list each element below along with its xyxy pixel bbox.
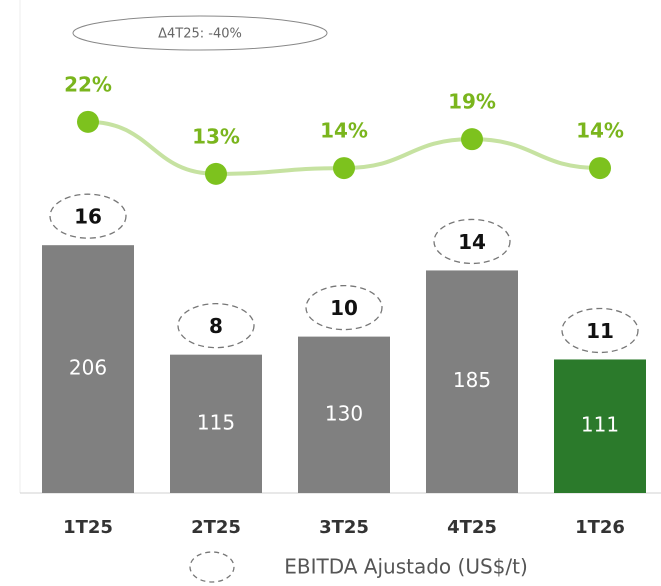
- x-tick-label: 1T26: [575, 517, 625, 538]
- x-tick-label: 2T25: [191, 517, 241, 538]
- line-marker: [205, 162, 227, 185]
- line-value-label: 14%: [576, 119, 624, 143]
- line-value-label: 14%: [320, 119, 368, 143]
- legend-symbol: [189, 551, 235, 583]
- bar-value-label: 115: [197, 410, 235, 434]
- bar: [42, 245, 134, 493]
- ebitda-label: 16: [74, 205, 102, 229]
- bar: [298, 336, 390, 493]
- ebitda-circle: [561, 307, 639, 354]
- line-value-label: 13%: [192, 124, 240, 148]
- ebitda-label: 14: [458, 230, 486, 254]
- line-value-label: 22%: [64, 72, 112, 96]
- ebitda-label: 11: [586, 319, 614, 343]
- bar-value-label: 206: [69, 356, 107, 380]
- annotation-ellipse: [72, 15, 328, 51]
- ebitda-label: 10: [330, 296, 358, 320]
- line-value-label: 19%: [448, 90, 496, 114]
- bar-value-label: 130: [325, 401, 363, 425]
- ebitda-circle: [305, 284, 383, 331]
- bar: [170, 354, 262, 493]
- bar: [554, 359, 646, 493]
- legend-label: EBITDA Ajustado (US$/t): [284, 555, 528, 579]
- line-marker: [589, 157, 611, 180]
- x-tick-label: 3T25: [319, 517, 369, 538]
- line-marker: [333, 157, 355, 180]
- line-marker: [461, 128, 483, 151]
- ebitda-label: 8: [209, 314, 223, 338]
- ebitda-circle: [177, 303, 255, 349]
- bar: [426, 270, 518, 493]
- x-tick-label: 1T25: [63, 517, 113, 538]
- bar-value-label: 185: [453, 368, 491, 392]
- line-marker: [77, 110, 99, 133]
- x-tick-label: 4T25: [447, 517, 497, 538]
- ebitda-circle: [49, 193, 127, 239]
- annotation: Δ4T25: -40%: [158, 27, 242, 42]
- bar-value-label: 111: [581, 413, 619, 437]
- ebitda-circle: [433, 218, 511, 265]
